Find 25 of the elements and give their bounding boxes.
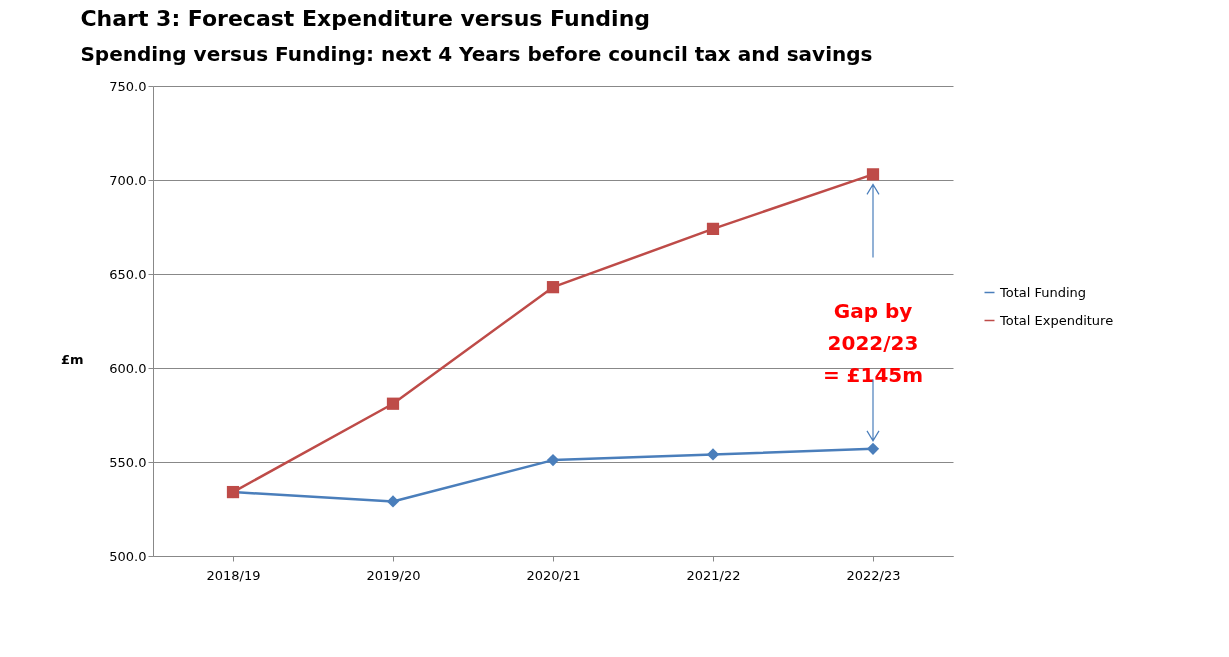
point xyxy=(546,454,560,467)
point xyxy=(386,495,400,508)
point xyxy=(386,397,400,410)
y-tick-label: 650.0 xyxy=(109,266,147,282)
point xyxy=(866,168,880,181)
x-tick-label: 2019/20 xyxy=(366,567,421,583)
y-tick-label: 550.0 xyxy=(109,454,147,470)
point xyxy=(706,222,720,235)
y-tick-label: 600.0 xyxy=(109,360,147,376)
annotation: Gap by 2022/23 = £145m xyxy=(822,298,924,387)
chart-subtitle: Spending versus Funding: next 4 Years before council tax and savings xyxy=(80,42,873,66)
legend-label: Total Funding xyxy=(999,284,1087,300)
y-tick-label: 700.0 xyxy=(109,172,147,188)
x-tick-label: 2018/19 xyxy=(206,567,261,583)
x-tick-label: 2020/21 xyxy=(526,567,581,583)
point xyxy=(706,448,720,461)
point xyxy=(546,281,560,294)
y-tick-label: 750.0 xyxy=(109,78,147,94)
y-tick-label: 500.0 xyxy=(109,548,147,564)
y-axis-title: £m xyxy=(60,351,84,367)
chart-title: Chart 3: Forecast Expenditure versus Funding xyxy=(80,6,651,31)
point xyxy=(866,442,880,455)
x-tick-label: 2022/23 xyxy=(846,567,901,583)
legend-label: Total Expenditure xyxy=(999,312,1114,328)
x-tick-label: 2021/22 xyxy=(686,567,741,583)
